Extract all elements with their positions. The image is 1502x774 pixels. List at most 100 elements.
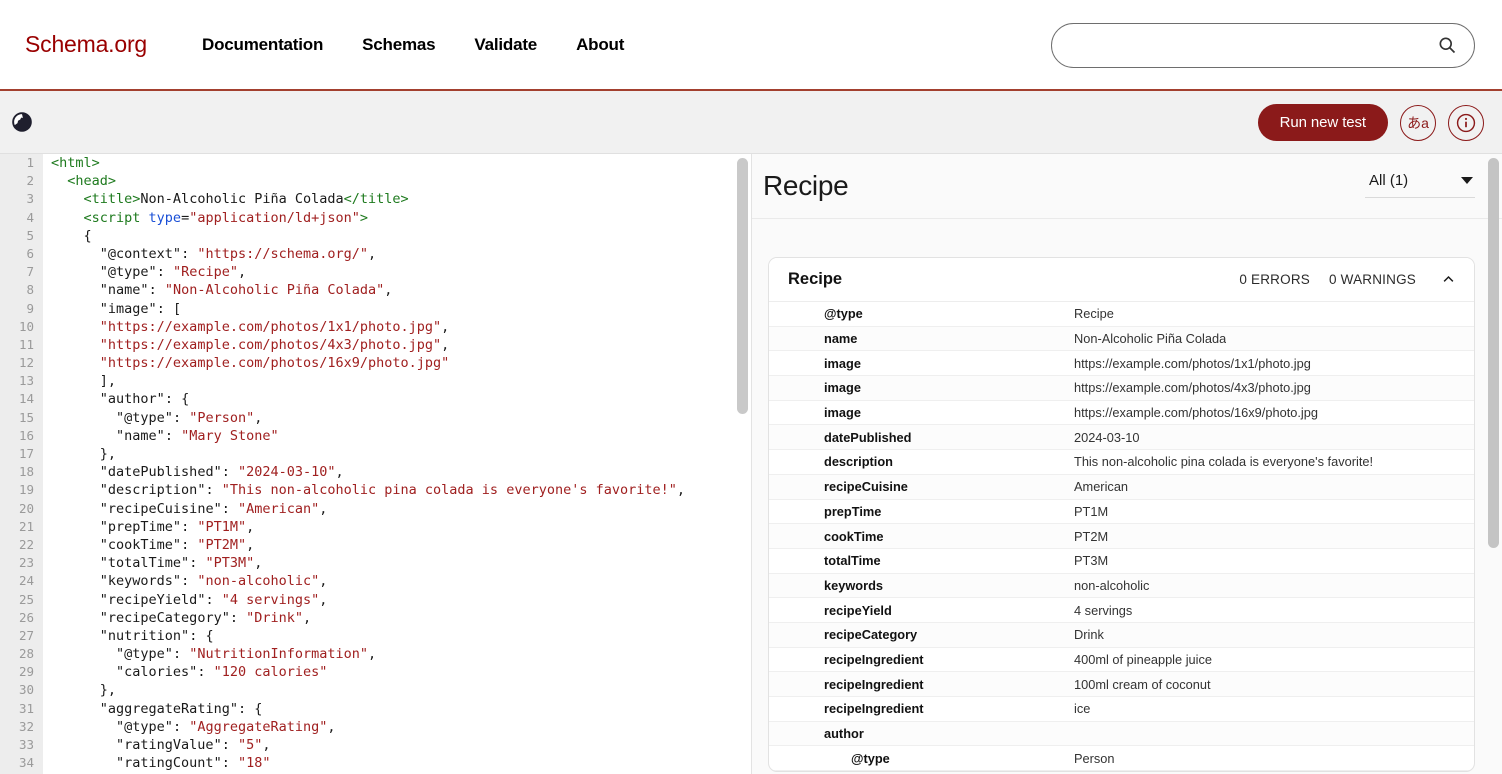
code-text[interactable]: "ratingCount": "18" bbox=[43, 754, 270, 772]
language-toggle-button[interactable]: あa bbox=[1400, 104, 1436, 141]
code-token: "non-alcoholic" bbox=[197, 573, 320, 590]
code-text[interactable]: "aggregateRating": { bbox=[43, 700, 263, 718]
code-text[interactable]: "keywords": "non-alcoholic", bbox=[43, 572, 328, 590]
nav-link-about[interactable]: About bbox=[576, 34, 625, 54]
globe-icon[interactable] bbox=[11, 111, 33, 133]
code-token: , bbox=[262, 737, 271, 753]
code-text[interactable]: "calories": "120 calories" bbox=[43, 663, 327, 681]
code-token bbox=[51, 282, 100, 298]
results-scrollbar[interactable] bbox=[1488, 158, 1499, 548]
nav-link-schemas[interactable]: Schemas bbox=[362, 34, 436, 54]
code-text[interactable]: }, bbox=[43, 681, 116, 699]
code-text[interactable]: "totalTime": "PT3M", bbox=[43, 554, 263, 572]
editor-scrollbar-thumb[interactable] bbox=[737, 158, 748, 414]
result-filter-select[interactable]: All (1) bbox=[1365, 168, 1475, 198]
code-token bbox=[51, 701, 100, 717]
code-text[interactable]: <script type="application/ld+json"> bbox=[43, 209, 369, 227]
code-token: > bbox=[359, 209, 369, 226]
results-pane: Recipe All (1) Recipe 0 ERRORS 0 WARNING… bbox=[752, 154, 1502, 774]
code-editor-pane[interactable]: 1 <html> 2 <head> 3 <title>Non-Alcoholic Pi… bbox=[0, 154, 752, 774]
errors-badge: 0 ERRORS bbox=[1239, 272, 1310, 287]
search-input[interactable] bbox=[1051, 23, 1475, 68]
nav-links: Documentation Schemas Validate About bbox=[202, 35, 624, 55]
code-line: 4 <script type="application/ld+json"> bbox=[0, 209, 751, 227]
code-token bbox=[51, 191, 84, 207]
code-content[interactable]: 1 <html> 2 <head> 3 <title>Non-Alcoholic Pi… bbox=[0, 154, 751, 774]
code-text[interactable]: "recipeCategory": "Drink", bbox=[43, 609, 311, 627]
code-text[interactable]: "@type": "AggregateRating", bbox=[43, 718, 335, 736]
code-line: 30 }, bbox=[0, 681, 751, 699]
code-text[interactable]: "name": "Mary Stone" bbox=[43, 427, 279, 445]
code-text[interactable]: "https://example.com/photos/1x1/photo.jp… bbox=[43, 318, 450, 336]
property-value: Drink bbox=[1074, 627, 1104, 643]
line-number: 7 bbox=[26, 264, 34, 280]
line-number: 4 bbox=[26, 209, 34, 225]
line-number: 31 bbox=[18, 700, 34, 716]
code-text[interactable]: "prepTime": "PT1M", bbox=[43, 518, 254, 536]
editor-scrollbar[interactable] bbox=[737, 158, 748, 770]
line-number: 29 bbox=[18, 664, 34, 680]
results-scrollbar-thumb[interactable] bbox=[1488, 158, 1499, 548]
property-value: PT1M bbox=[1074, 503, 1109, 519]
code-text[interactable]: }, bbox=[43, 445, 116, 463]
code-text[interactable]: <html> bbox=[43, 154, 100, 172]
result-card-header[interactable]: Recipe 0 ERRORS 0 WARNINGS bbox=[769, 258, 1474, 302]
brand-logo-link[interactable]: Schema.org bbox=[25, 31, 148, 57]
code-text[interactable]: "@type": "NutritionInformation", bbox=[43, 645, 376, 663]
code-token: "https://example.com/photos/1x1/photo.jp… bbox=[99, 318, 442, 335]
code-token: , bbox=[368, 245, 377, 262]
code-text[interactable]: "name": "Non-Alcoholic Piña Colada", bbox=[43, 281, 393, 299]
code-text[interactable]: "@context": "https://schema.org/", bbox=[43, 245, 376, 263]
code-line: 27 "nutrition": { bbox=[0, 627, 751, 645]
code-line: 1 <html> bbox=[0, 154, 751, 172]
code-text[interactable]: "@type": "Person", bbox=[43, 409, 262, 427]
code-token bbox=[51, 464, 100, 480]
code-text[interactable]: "description": "This non-alcoholic pina … bbox=[43, 481, 685, 499]
code-text[interactable]: "@type": "Recipe", bbox=[43, 263, 246, 281]
code-token: "NutritionInformation" bbox=[189, 646, 369, 663]
code-text[interactable]: "recipeYield": "4 servings", bbox=[43, 591, 328, 609]
chevron-up-icon[interactable] bbox=[1440, 272, 1456, 288]
code-token: "American" bbox=[237, 500, 320, 517]
code-text[interactable]: "datePublished": "2024-03-10", bbox=[43, 463, 344, 481]
code-text[interactable]: { bbox=[43, 227, 92, 245]
code-text[interactable]: <title>Non-Alcoholic Piña Colada</title> bbox=[43, 190, 409, 208]
line-number: 32 bbox=[18, 718, 34, 734]
line-number: 11 bbox=[18, 336, 34, 352]
code-token: , bbox=[384, 282, 393, 299]
code-text[interactable]: "ratingValue": "5", bbox=[43, 736, 271, 754]
code-line: 10 "https://example.com/photos/1x1/photo… bbox=[0, 318, 751, 336]
code-token bbox=[51, 628, 100, 644]
line-number: 12 bbox=[18, 355, 34, 371]
code-text[interactable]: "https://example.com/photos/16x9/photo.j… bbox=[43, 354, 450, 372]
run-new-test-button[interactable]: Run new test bbox=[1257, 104, 1388, 141]
results-header: Recipe All (1) bbox=[752, 154, 1502, 219]
code-token: : bbox=[172, 718, 190, 735]
code-text[interactable]: "nutrition": { bbox=[43, 627, 214, 645]
code-token bbox=[51, 755, 116, 771]
code-text[interactable]: "cookTime": "PT2M", bbox=[43, 536, 254, 554]
property-name: author bbox=[824, 726, 864, 742]
code-text[interactable]: "image": [ bbox=[43, 300, 181, 318]
code-token: "Mary Stone" bbox=[181, 427, 279, 444]
code-text[interactable]: ], bbox=[43, 372, 116, 390]
code-line: 19 "description": "This non-alcoholic pi… bbox=[0, 481, 751, 499]
search-icon[interactable] bbox=[1437, 35, 1457, 55]
code-token: "ratingValue" bbox=[116, 737, 222, 753]
code-text[interactable]: "author": { bbox=[43, 390, 189, 408]
nav-link-validate[interactable]: Validate bbox=[474, 34, 538, 54]
nav-link-documentation[interactable]: Documentation bbox=[202, 34, 324, 54]
code-line: 9 "image": [ bbox=[0, 300, 751, 318]
code-token bbox=[51, 210, 84, 226]
code-text[interactable]: "https://example.com/photos/4x3/photo.jp… bbox=[43, 336, 450, 354]
code-line: 15 "@type": "Person", bbox=[0, 409, 751, 427]
info-icon[interactable] bbox=[1448, 104, 1484, 141]
code-text[interactable]: <head> bbox=[43, 172, 116, 190]
code-text[interactable]: "recipeCuisine": "American", bbox=[43, 500, 328, 518]
code-token bbox=[51, 573, 100, 589]
code-line: 24 "keywords": "non-alcoholic", bbox=[0, 572, 751, 590]
top-navigation-bar: Schema.org Documentation Schemas Validat… bbox=[0, 0, 1502, 91]
property-name: recipeIngredient bbox=[824, 651, 924, 667]
property-name: totalTime bbox=[824, 553, 881, 569]
code-token: , bbox=[441, 336, 450, 353]
